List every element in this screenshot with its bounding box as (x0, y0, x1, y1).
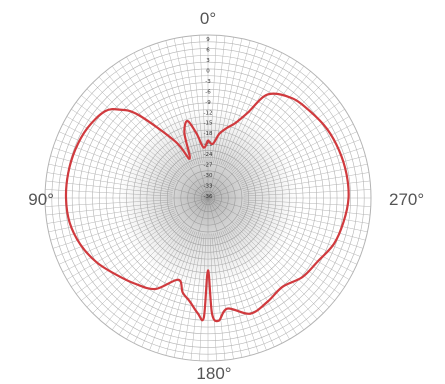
radial-tick-label: 0 (206, 68, 210, 74)
series-trace (64, 92, 350, 323)
radial-tick-label: 6 (206, 48, 210, 54)
angle-label-top: 0° (200, 9, 216, 28)
center-shading (118, 108, 298, 288)
radial-tick-label: -6 (205, 89, 211, 95)
radial-tick-label: -27 (204, 163, 213, 169)
angle-label-right: 270° (389, 190, 424, 209)
radial-tick-label: -12 (204, 110, 213, 116)
radial-tick-label: -33 (204, 184, 213, 190)
radial-tick-label: -24 (204, 152, 213, 158)
radial-tick-label: -30 (204, 173, 213, 179)
radial-tick-label: -21 (204, 142, 213, 148)
angle-label-bottom: 180° (196, 364, 231, 383)
radial-tick-label: -36 (204, 194, 213, 200)
radial-tick-labels: 9 6 3 0 -3 -6 -9 -12 -15 -18 -21 -24 -27 -30 -33 -36 (204, 37, 213, 200)
radial-tick-label: 9 (206, 37, 210, 43)
radial-tick-label: -18 (204, 131, 213, 137)
radial-tick-label: 3 (206, 58, 210, 64)
angle-label-left: 90° (28, 190, 54, 209)
radial-tick-label: -9 (205, 100, 211, 106)
radial-tick-label: -3 (205, 79, 211, 85)
radial-tick-label: -15 (204, 121, 213, 127)
